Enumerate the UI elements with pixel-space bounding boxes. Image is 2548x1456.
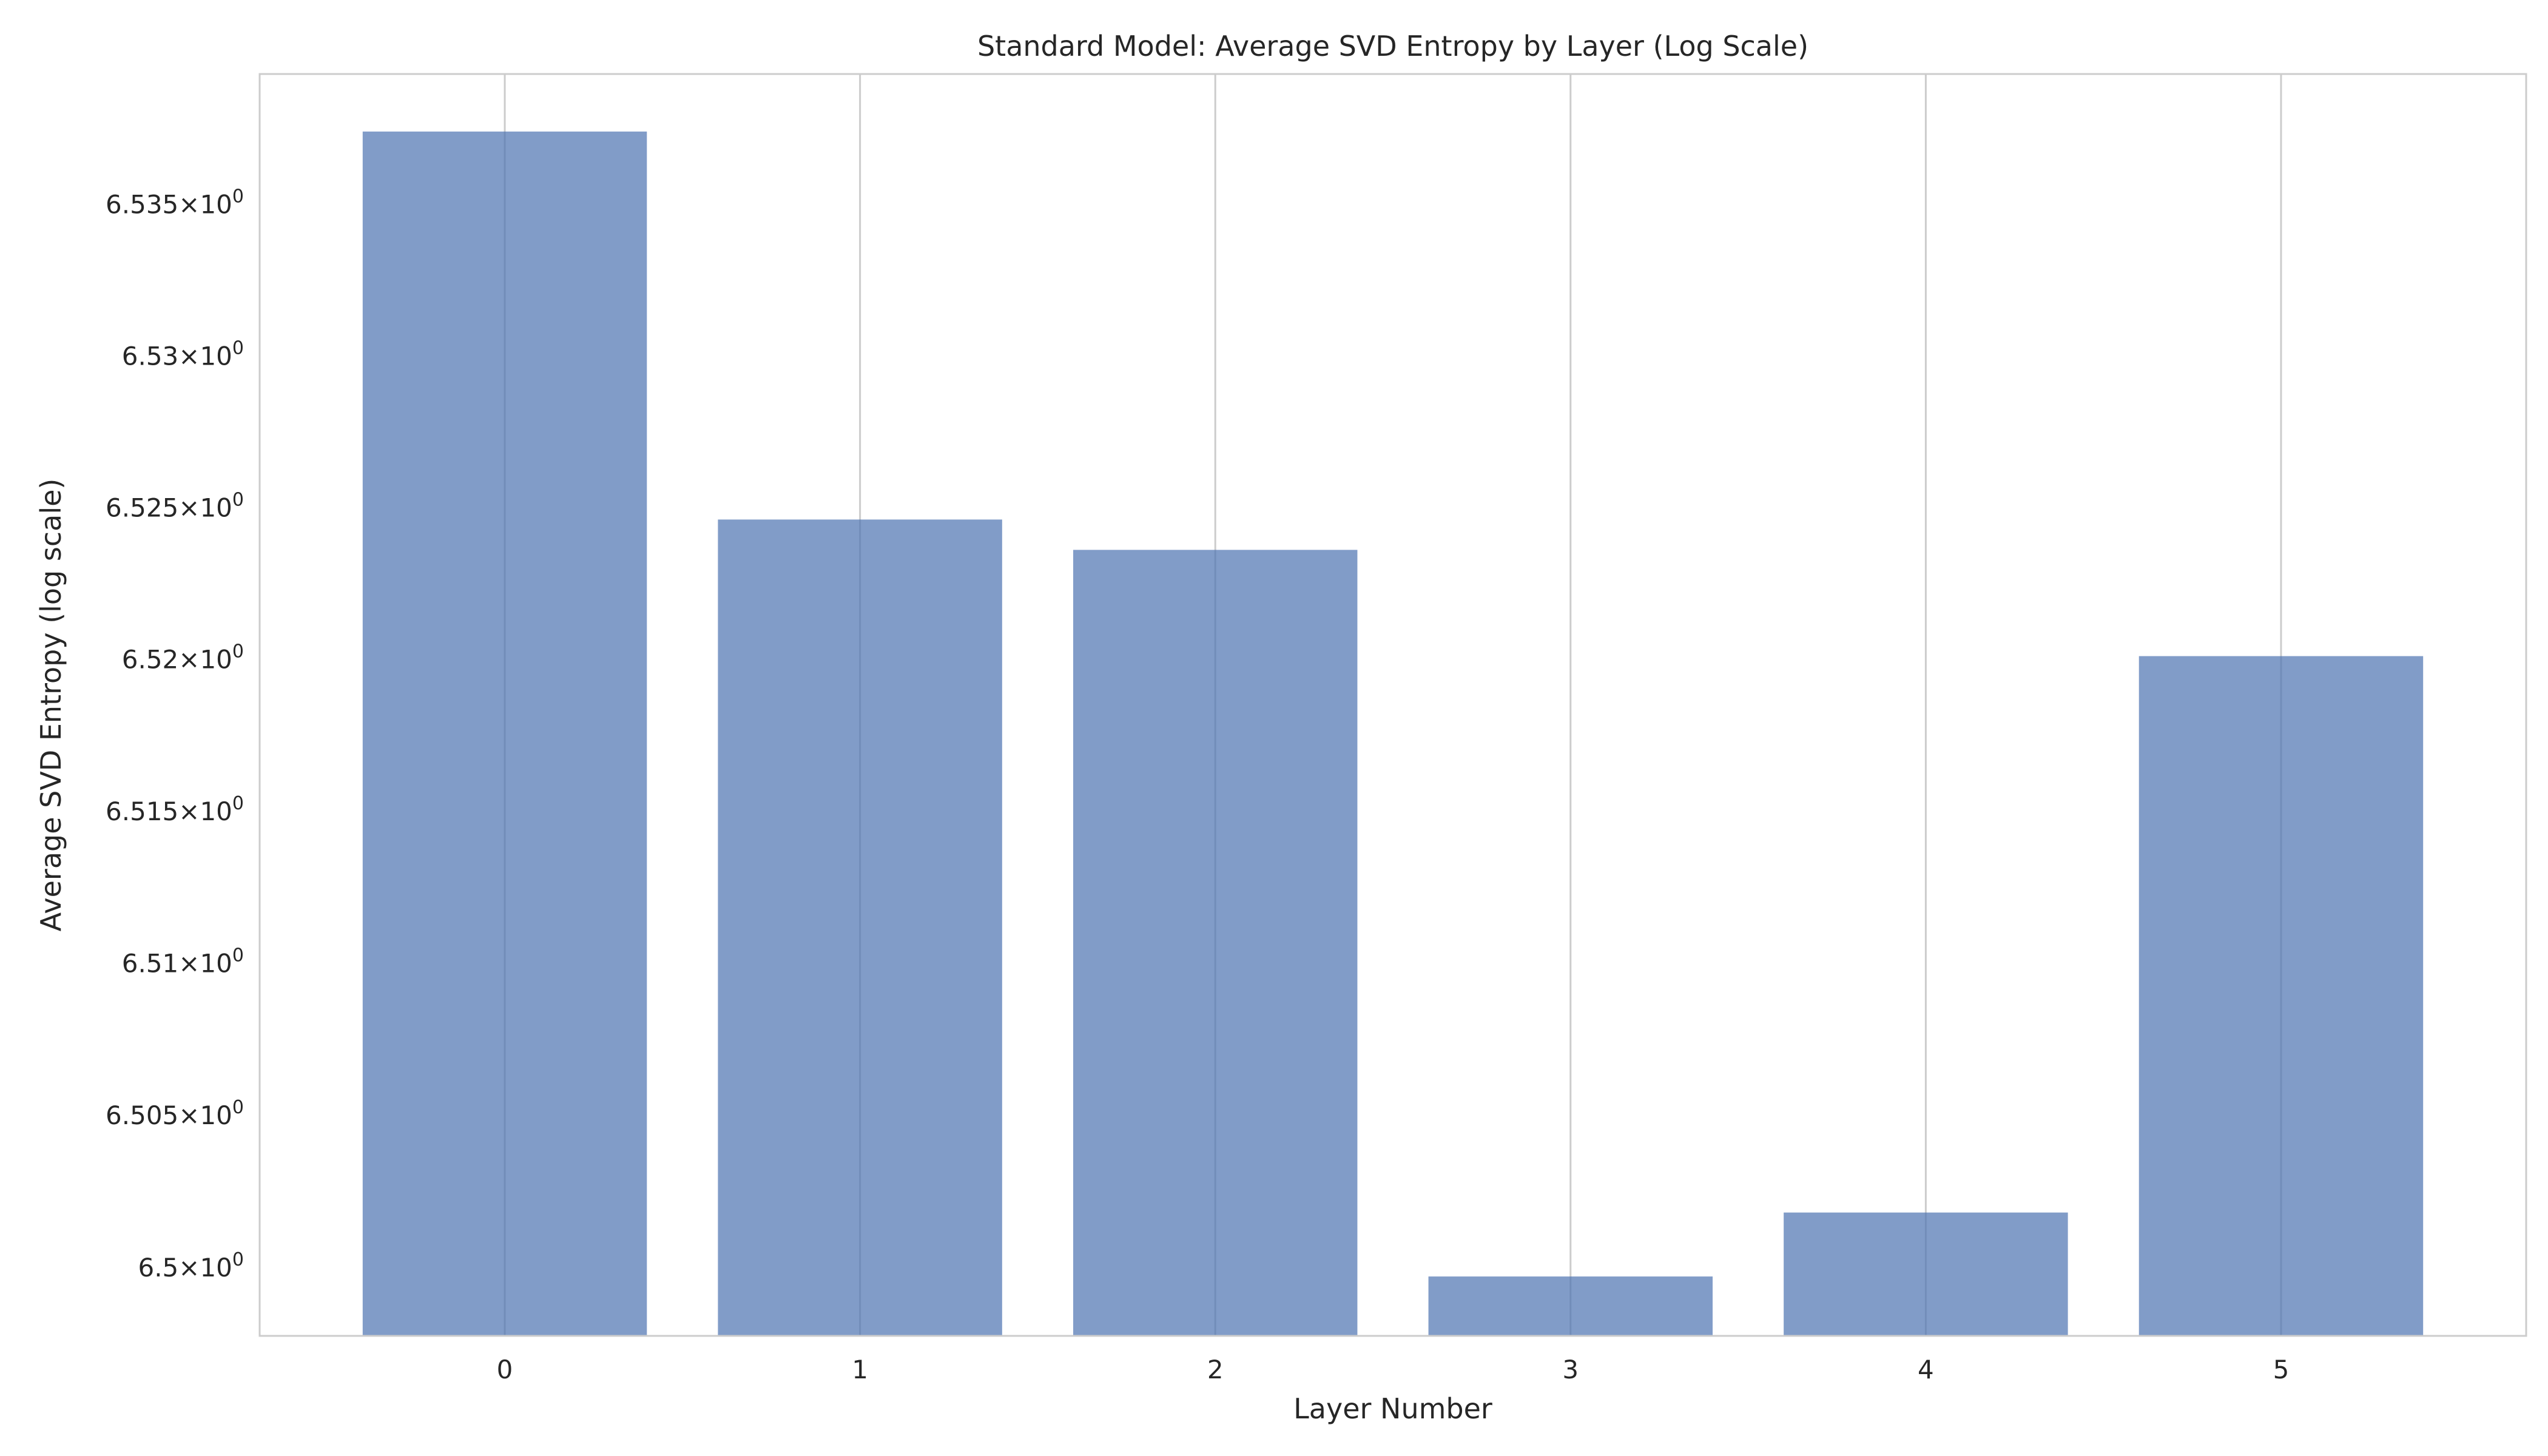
bar-layer-1	[718, 519, 1002, 1336]
chart-title: Standard Model: Average SVD Entropy by L…	[977, 30, 1808, 62]
bar-layer-2	[1073, 550, 1358, 1336]
y-axis-label: Average SVD Entropy (log scale)	[35, 479, 67, 932]
y-tick-labels: 6.5×100 6.505×100 6.51×100 6.515×100 6.52×10…	[106, 186, 244, 1282]
x-tick-label: 1	[852, 1355, 868, 1384]
y-tick-label: 6.525×100	[106, 489, 244, 522]
x-tick-label: 3	[1562, 1355, 1579, 1384]
x-tick-label: 5	[2273, 1355, 2290, 1384]
bar-layer-4	[1784, 1212, 2068, 1336]
y-tick-label: 6.515×100	[106, 793, 244, 826]
x-axis-label: Layer Number	[1293, 1392, 1492, 1425]
x-tick-label: 4	[1918, 1355, 1934, 1384]
bar-layer-3	[1428, 1276, 1713, 1336]
bars-layer	[362, 131, 2424, 1336]
bar-layer-0	[362, 131, 647, 1336]
y-tick-label: 6.505×100	[106, 1097, 244, 1130]
plot-frame	[258, 73, 2527, 1337]
x-tick-labels: 0 1 2 3 4 5	[497, 1355, 2290, 1384]
y-tick-label: 6.53×100	[122, 337, 244, 371]
x-tick-label: 2	[1207, 1355, 1224, 1384]
y-tick-label: 6.5×100	[138, 1249, 244, 1282]
y-tick-label: 6.52×100	[122, 641, 244, 675]
y-tick-label: 6.535×100	[106, 186, 244, 220]
bar-layer-5	[2138, 656, 2424, 1336]
y-tick-label: 6.51×100	[122, 945, 244, 978]
x-tick-label: 0	[497, 1355, 513, 1384]
